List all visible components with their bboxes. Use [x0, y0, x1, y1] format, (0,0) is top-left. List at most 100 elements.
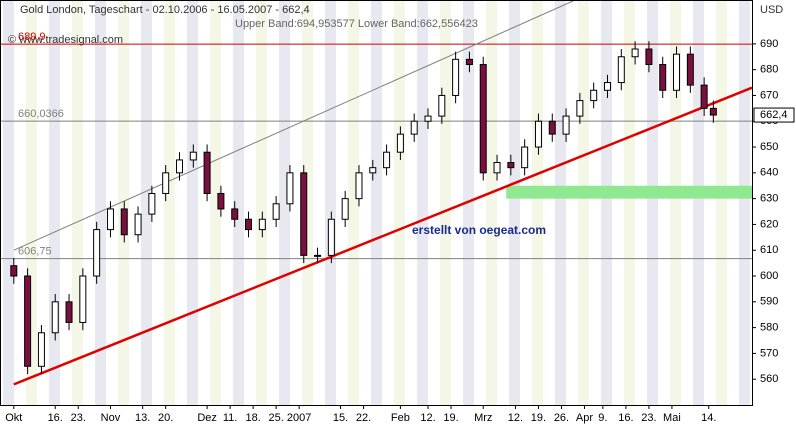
stripe: [417, 0, 428, 405]
x-tick-label: 11.: [223, 412, 237, 424]
candle-body: [507, 162, 515, 169]
stripe: [72, 0, 83, 405]
x-tick-label: Mai: [663, 412, 681, 424]
candle-body: [120, 208, 128, 236]
stripe: [118, 0, 129, 405]
stripe: [555, 0, 566, 405]
stripe: [256, 0, 267, 405]
candle-body: [217, 192, 225, 210]
candle-body: [341, 198, 349, 220]
stripe: [486, 0, 497, 405]
x-tick-label: 23.: [641, 412, 656, 424]
candle-body: [134, 213, 142, 236]
candle-body: [686, 53, 694, 86]
stripe: [26, 0, 37, 405]
y-tick-label: 570: [760, 347, 778, 359]
candle-body: [369, 167, 377, 174]
candle-body: [465, 58, 473, 65]
x-tick-label: Apr: [576, 412, 593, 424]
candle-body: [700, 84, 708, 109]
plot-frame: [0, 0, 753, 406]
source: © www.tradesignal.com: [8, 34, 123, 46]
candle-body: [231, 208, 239, 220]
candle-body: [590, 89, 598, 102]
y-tick-label: 630: [760, 193, 778, 205]
candle-body: [148, 192, 156, 215]
x-tick-label: 19.: [443, 412, 458, 424]
y-tick-label: 610: [760, 244, 778, 256]
level-label: 606,75: [18, 246, 52, 258]
candle-body: [396, 133, 404, 153]
x-tick-label: 16.: [618, 412, 633, 424]
candle-body: [327, 218, 335, 256]
stripe: [394, 0, 405, 405]
candle-body: [673, 53, 681, 91]
x-tick-label: 12.: [508, 412, 523, 424]
x-tick-label: 2007: [287, 412, 311, 424]
stripe: [647, 0, 658, 405]
y-tick-label: 560: [760, 373, 778, 385]
x-tick-label: Mrz: [474, 412, 492, 424]
x-tick-label: 15.: [333, 412, 348, 424]
x-tick-label: 14.: [701, 412, 716, 424]
candle-body: [493, 162, 501, 174]
x-tick-label: 12.: [420, 412, 435, 424]
candle-body: [65, 301, 73, 323]
candle-body: [424, 115, 432, 122]
stripe: [49, 0, 60, 405]
candle-body: [709, 107, 717, 116]
y-tick-label: 580: [760, 322, 778, 334]
candle-body: [383, 151, 391, 169]
x-tick-label: 13.: [135, 412, 150, 424]
candle-body: [534, 120, 542, 148]
last-price-label: 662,4: [760, 109, 788, 121]
stripe: [739, 0, 750, 405]
stripe: [371, 0, 382, 405]
x-tick-label: 18.: [245, 412, 260, 424]
stripe: [325, 0, 336, 405]
candle-body: [24, 275, 32, 367]
candle-body: [576, 100, 584, 117]
stripe: [670, 0, 681, 405]
y-tick-label: 650: [760, 141, 778, 153]
candle-body: [410, 120, 418, 135]
last-price-box: [753, 107, 795, 123]
y-tick-label: 640: [760, 167, 778, 179]
stripe: [187, 0, 198, 405]
stripe: [509, 0, 520, 405]
candle-body: [79, 275, 87, 323]
stripe: [164, 0, 175, 405]
candle-body: [548, 120, 556, 135]
y-tick-label: 690: [760, 38, 778, 50]
candle-body: [438, 94, 446, 117]
candle-body: [272, 203, 280, 220]
candle-body: [603, 82, 611, 91]
candle-body: [51, 301, 59, 334]
candle-body: [617, 56, 625, 84]
stripe: [601, 0, 612, 405]
candle-body: [314, 254, 322, 257]
subtitle: Upper Band:694,953577 Lower Band:662,556…: [235, 18, 478, 30]
candle-body: [452, 58, 460, 96]
candle-body: [10, 265, 18, 277]
y-tick-label: 600: [760, 270, 778, 282]
stripe: [3, 0, 14, 405]
x-tick-label: 26.: [554, 412, 569, 424]
y-tick-label: 620: [760, 218, 778, 230]
stripe: [348, 0, 359, 405]
x-tick-label: 23.: [71, 412, 86, 424]
candle-body: [245, 218, 253, 231]
candle-body: [286, 172, 294, 205]
stripe: [440, 0, 451, 405]
stripe: [532, 0, 543, 405]
stripe: [279, 0, 290, 405]
candle-body: [93, 229, 101, 277]
chart-title: Gold London, Tageschart - 02.10.2006 - 1…: [20, 4, 310, 16]
stripe: [210, 0, 221, 405]
stripe: [578, 0, 589, 405]
stripe: [624, 0, 635, 405]
candle-body: [355, 172, 363, 200]
y-axis-label: USD: [760, 4, 783, 16]
x-tick-label: 25.: [268, 412, 283, 424]
y-tick-label: 590: [760, 296, 778, 308]
